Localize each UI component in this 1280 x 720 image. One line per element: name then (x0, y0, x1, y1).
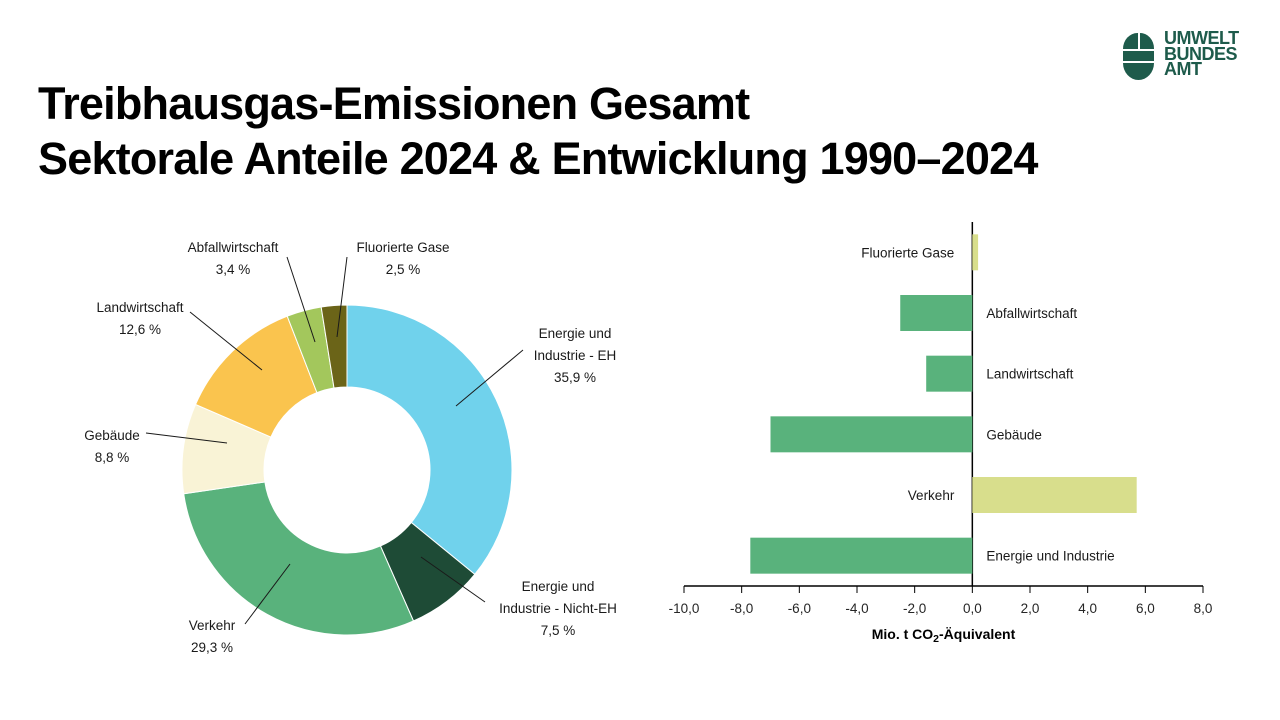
x-tick-label: 2,0 (1021, 601, 1040, 616)
title-line-1: Treibhausgas-Emissionen Gesamt (38, 78, 750, 129)
donut-label-gebaeude: Gebäude 8,8 % (84, 428, 140, 465)
logo-text-line-2: BUNDES (1164, 43, 1238, 64)
leader-line-energie-und-industrie-eh (455, 349, 524, 407)
donut-slice-energie-und-industrie-eh (346, 304, 513, 576)
x-tick-label: -8,0 (730, 601, 753, 616)
donut-label-fluorierte-gase: Fluorierte Gase 2,5 % (356, 240, 449, 277)
x-tick-label: 6,0 (1136, 601, 1155, 616)
leaf-left-icon (1123, 33, 1138, 49)
donut-label-energie-und-industrie-nicht-eh: Energie und Industrie - Nicht-EH 7,5 % (499, 579, 617, 638)
logo-dome-icon (1123, 63, 1154, 80)
bar-category-label-verkehr: Verkehr (908, 488, 955, 503)
bar-category-label-energie-und-industrie: Energie und Industrie (986, 549, 1114, 564)
bar-category-label-landwirtschaft: Landwirtschaft (986, 367, 1073, 382)
x-tick-label: -2,0 (903, 601, 926, 616)
leader-line-verkehr (244, 563, 291, 625)
x-tick-label: -6,0 (788, 601, 811, 616)
donut-slice-verkehr (183, 481, 415, 636)
bar-abfallwirtschaft (900, 295, 973, 331)
bar-category-label-gebaeude: Gebäude (986, 427, 1042, 442)
leader-line-fluorierte-gase (336, 256, 348, 338)
bar-chart-development: Fluorierte Gase Abfallwirtschaft Landwirts… (669, 222, 1213, 645)
donut-label-energie-und-industrie-eh: Energie und Industrie - EH 35,9 % (534, 326, 617, 385)
bar-energie-und-industrie (750, 537, 973, 574)
leaf-right-icon (1139, 33, 1154, 49)
logo-leaves-icon (1123, 33, 1154, 49)
logo-text-line-3: AMT (1164, 59, 1202, 79)
logo-bar-icon (1123, 51, 1154, 61)
x-tick-label: -10,0 (669, 601, 700, 616)
bar-category-label-fluorierte-gase: Fluorierte Gase (861, 245, 954, 260)
leader-line-gebaeude (145, 432, 228, 444)
leader-line-energie-und-industrie-nicht-eh (420, 556, 486, 603)
uba-logo: UMWELT BUNDES AMT (1123, 28, 1239, 80)
donut-chart-sector-shares: Energie und Industrie - EH 35,9 % Energie u… (84, 240, 617, 655)
bar-landwirtschaft (926, 355, 973, 392)
bar-category-label-abfallwirtschaft: Abfallwirtschaft (986, 306, 1077, 321)
bar-verkehr (972, 477, 1137, 513)
leader-line-abfallwirtschaft (286, 256, 316, 343)
x-tick-label: 8,0 (1194, 601, 1213, 616)
bar-fluorierte-gase (972, 234, 979, 271)
donut-label-verkehr: Verkehr 29,3 % (189, 618, 236, 655)
donut-slice-fluorierte-gase (320, 304, 348, 389)
uba-logo-text: UMWELT BUNDES AMT (1164, 28, 1239, 80)
x-axis-title: Mio. t CO2-Äquivalent (872, 626, 1016, 645)
logo-text-line-1: UMWELT (1164, 28, 1239, 48)
donut-label-abfallwirtschaft: Abfallwirtschaft 3,4 % (188, 240, 279, 277)
x-tick-label: 4,0 (1078, 601, 1097, 616)
leader-line-landwirtschaft (189, 311, 263, 371)
x-tick-label: 0,0 (963, 601, 982, 616)
x-tick-label: -4,0 (845, 601, 868, 616)
uba-logo-icon (1123, 31, 1154, 80)
title-line-2: Sektorale Anteile 2024 & Entwicklung 199… (38, 133, 1038, 184)
page-title: Treibhausgas-Emissionen Gesamt Sektorale… (38, 76, 1038, 186)
donut-label-landwirtschaft: Landwirtschaft 12,6 % (96, 300, 183, 337)
bar-gebaeude (770, 416, 973, 453)
